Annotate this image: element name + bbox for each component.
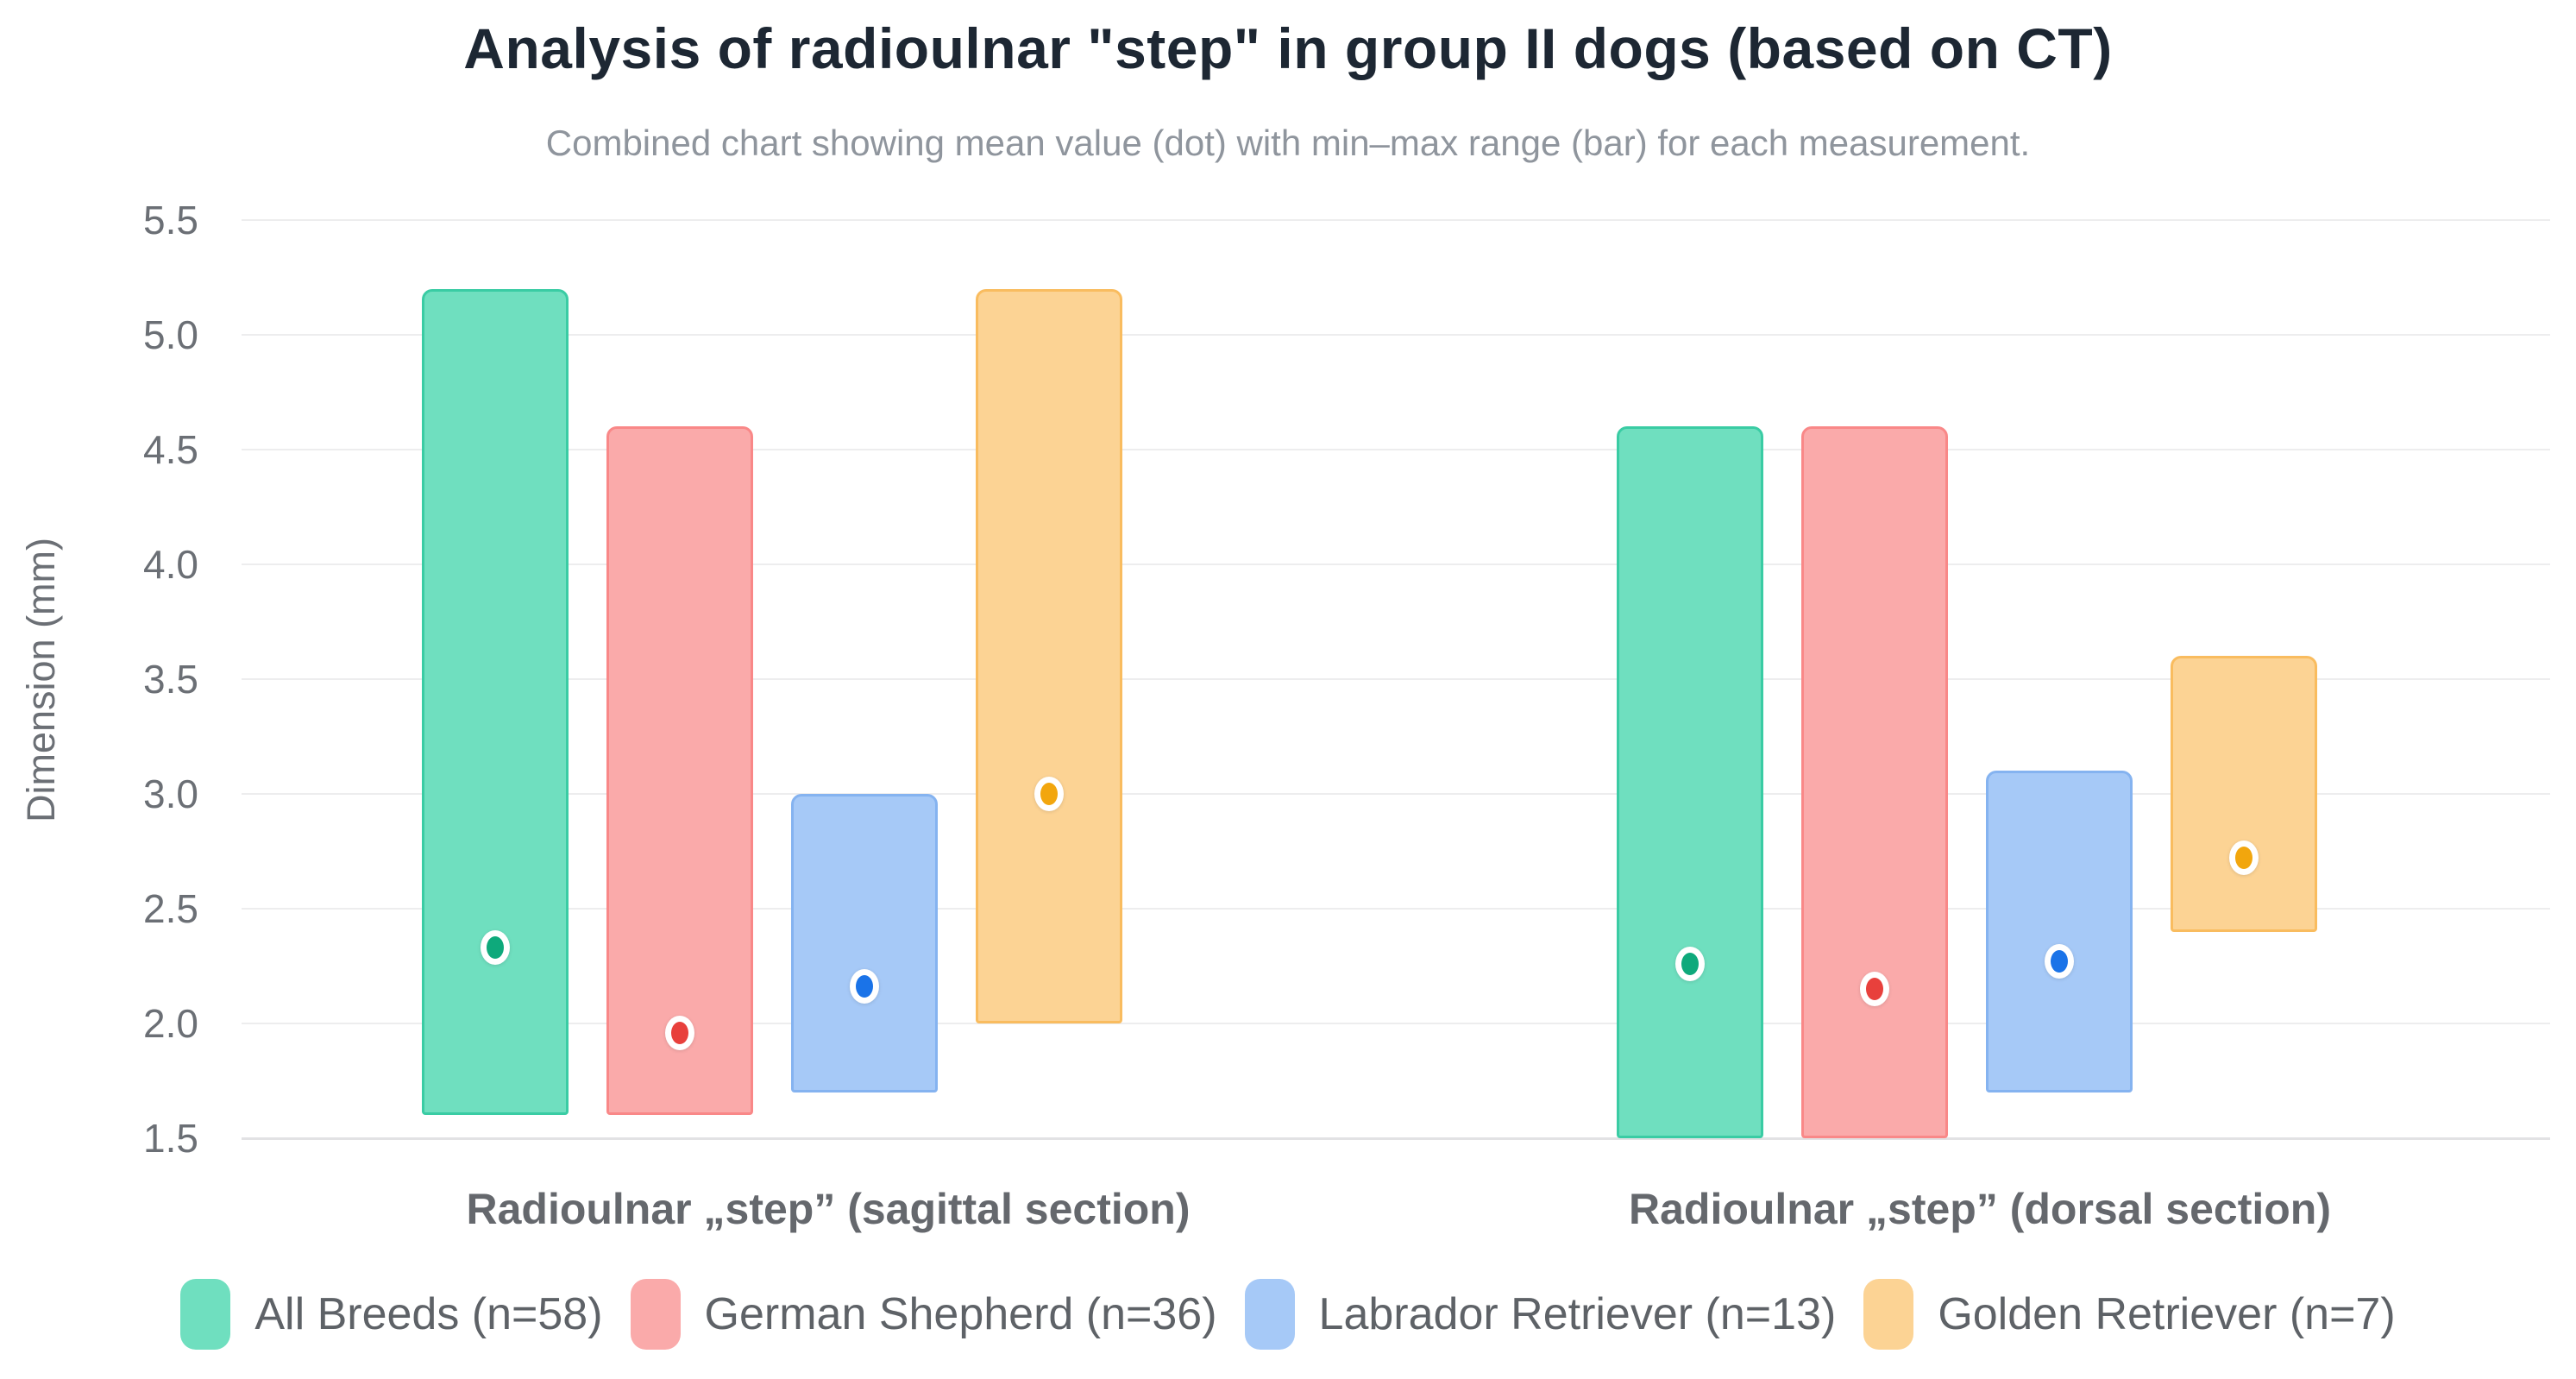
y-tick-label: 3.0: [143, 771, 198, 816]
chart-subtitle: Combined chart showing mean value (dot) …: [545, 123, 2031, 163]
legend-label: Labrador Retriever (n=13): [1318, 1289, 1837, 1339]
category-label: Radioulnar „step” (sagittal section): [466, 1185, 1191, 1233]
legend-swatch: [1863, 1279, 1914, 1350]
mean-dot[interactable]: [1860, 972, 1889, 1007]
range-bar[interactable]: [1801, 426, 1948, 1138]
y-tick-label: 1.5: [143, 1116, 198, 1161]
gridline: [242, 1023, 2550, 1024]
range-bar[interactable]: [791, 794, 938, 1092]
legend-label: Golden Retriever (n=7): [1938, 1289, 2396, 1339]
mean-dot[interactable]: [2229, 841, 2259, 876]
range-bar[interactable]: [606, 426, 753, 1116]
gridline: [242, 334, 2550, 336]
gridline: [242, 219, 2550, 221]
gridline: [242, 449, 2550, 450]
legend-swatch: [630, 1279, 681, 1350]
mean-dot[interactable]: [2045, 944, 2074, 979]
gridline: [242, 908, 2550, 910]
y-tick-label: 4.0: [143, 542, 198, 587]
legend-swatch: [180, 1279, 231, 1350]
legend-swatch: [1244, 1279, 1295, 1350]
legend-label: All Breeds (n=58): [254, 1289, 603, 1339]
chart-title: Analysis of radioulnar "step" in group I…: [463, 16, 2113, 80]
legend-item[interactable]: German Shepherd (n=36): [630, 1279, 1217, 1350]
y-tick-label: 2.0: [143, 1001, 198, 1046]
y-tick-label: 3.5: [143, 657, 198, 702]
mean-dot[interactable]: [1675, 946, 1705, 981]
y-tick-label: 5.0: [143, 312, 198, 357]
gridline: [242, 564, 2550, 565]
range-bar[interactable]: [2171, 656, 2317, 932]
x-axis-line: [242, 1137, 2550, 1140]
gridline: [242, 793, 2550, 795]
mean-dot[interactable]: [481, 930, 510, 966]
legend-item[interactable]: All Breeds (n=58): [180, 1279, 603, 1350]
mean-dot[interactable]: [850, 969, 879, 1004]
y-tick-label: 5.5: [143, 198, 198, 242]
range-bar[interactable]: [1617, 426, 1763, 1138]
mean-dot[interactable]: [1034, 777, 1064, 811]
range-bar[interactable]: [1986, 771, 2133, 1092]
chart-legend: All Breeds (n=58) German Shepherd (n=36) L…: [0, 1279, 2576, 1350]
range-bar[interactable]: [422, 288, 569, 1116]
gridline: [242, 678, 2550, 680]
y-tick-label: 4.5: [143, 427, 198, 472]
legend-item[interactable]: Golden Retriever (n=7): [1863, 1279, 2396, 1350]
category-label: Radioulnar „step” (dorsal section): [1628, 1185, 2331, 1233]
legend-label: German Shepherd (n=36): [704, 1289, 1217, 1339]
range-bar[interactable]: [976, 288, 1122, 1023]
mean-dot[interactable]: [665, 1015, 694, 1050]
y-tick-label: 2.5: [143, 886, 198, 931]
legend-item[interactable]: Labrador Retriever (n=13): [1244, 1279, 1837, 1350]
